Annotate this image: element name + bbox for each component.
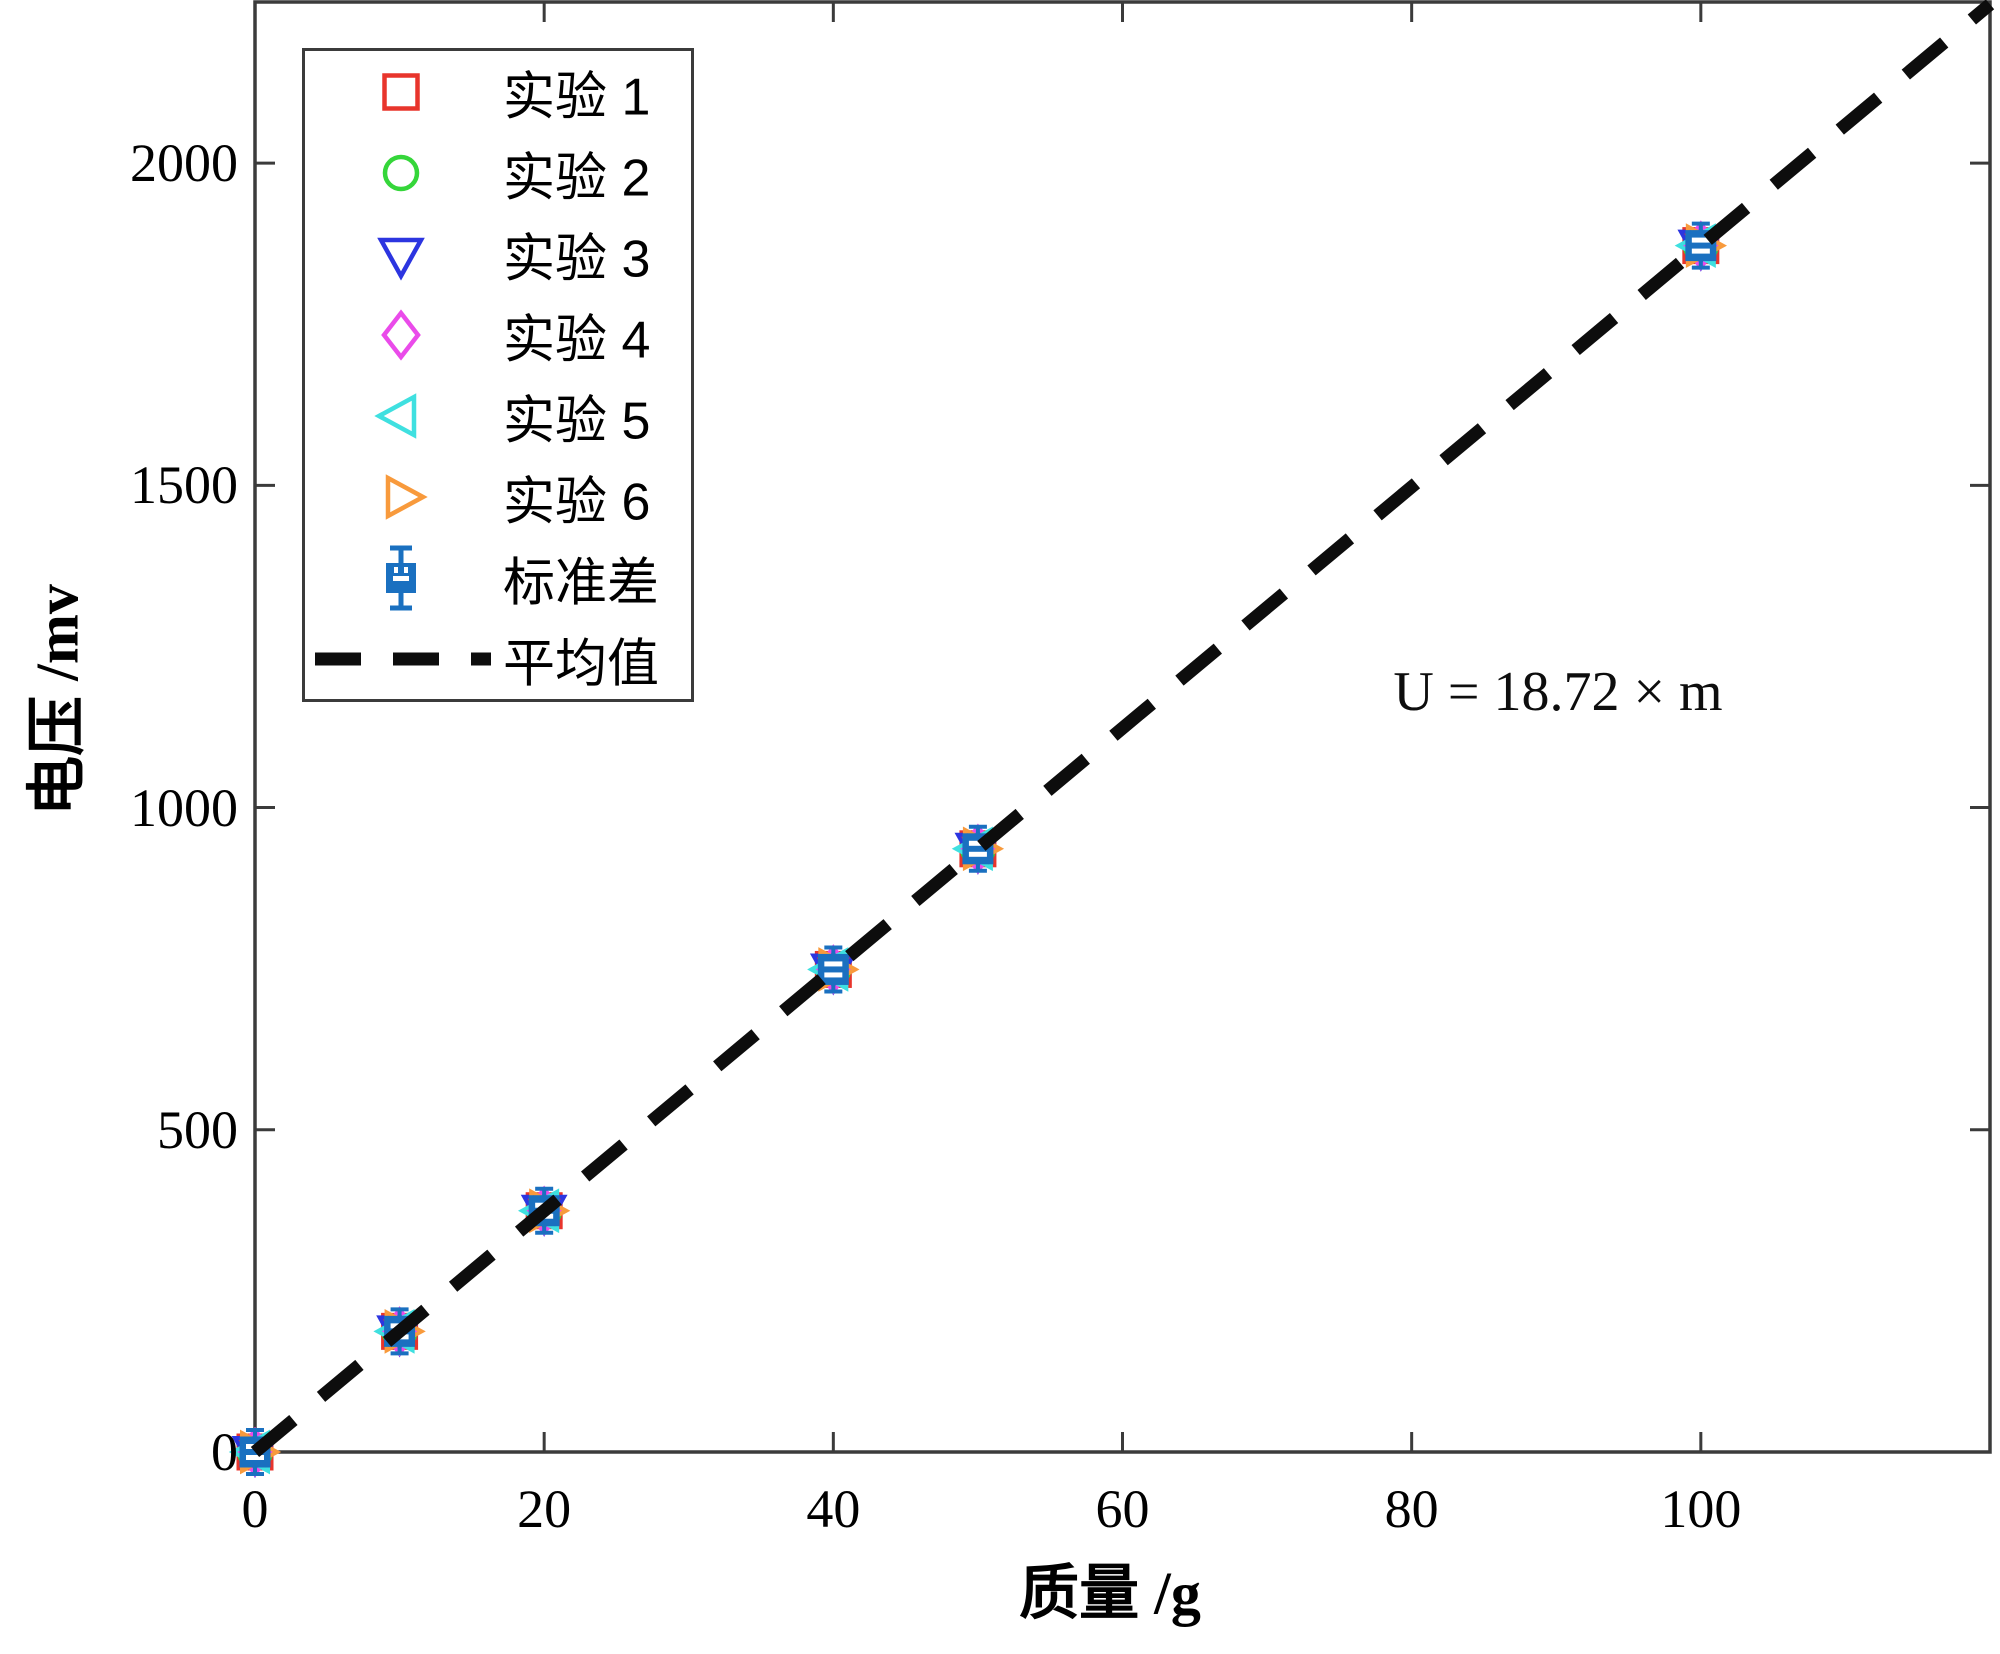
fit-equation-annotation: U = 18.72 × m [1393, 661, 1723, 723]
errorbar-white-dash [246, 1455, 264, 1460]
x-axis-title: 质量 /g [1019, 1560, 1201, 1627]
legend-label: 实验 1 [503, 68, 651, 127]
errorbar-white-dash [824, 961, 843, 967]
legend-glyph [381, 309, 421, 361]
series-marker-square [382, 73, 420, 111]
x-tick-label: 40 [806, 1479, 861, 1539]
legend-label: 实验 6 [503, 473, 651, 532]
legend-glyph [382, 154, 420, 192]
data-point-cluster [1674, 220, 1728, 272]
y-tick-label: 0 [211, 1422, 238, 1482]
y-tick-label: 1000 [130, 777, 238, 838]
x-tick-label: 100 [1660, 1479, 1742, 1539]
data-point-cluster [807, 944, 860, 996]
x-tick-label: 0 [241, 1479, 269, 1539]
y-axis-title: 电压 /mv [24, 584, 91, 816]
x-tick-label: 20 [517, 1479, 572, 1539]
x-tick-label: 60 [1095, 1479, 1150, 1539]
data-point-cluster [951, 823, 1005, 875]
series-marker-circle [382, 154, 420, 192]
legend-entry: 实验 2 [305, 132, 691, 214]
errorbar-white-dash [968, 840, 987, 846]
legend-marker-dashed-line [315, 652, 491, 666]
errorbar-white-slit [394, 567, 398, 573]
series-marker-triangle-down [377, 237, 425, 281]
y-tick-label: 500 [157, 1099, 238, 1160]
legend-entry: 实验 6 [305, 456, 691, 538]
legend-label: 平均值 [503, 635, 660, 694]
legend-marker-circle [382, 154, 420, 192]
errorbar-white-slit [404, 567, 408, 573]
legend-label: 实验 2 [503, 149, 651, 208]
legend-label: 实验 3 [503, 230, 651, 289]
legend-marker-triangle-left [374, 393, 417, 439]
legend-glyph [377, 237, 425, 281]
legend-entry: 实验 1 [305, 51, 691, 133]
legend-glyph [382, 73, 420, 111]
series-marker-triangle-right [385, 474, 428, 520]
errorbar-white-dash [393, 576, 409, 581]
legend-entry: 平均值 [305, 618, 691, 700]
legend-marker-triangle-right [385, 474, 428, 520]
legend-label: 实验 5 [503, 392, 651, 451]
legend-marker-diamond [381, 309, 421, 361]
errorbar-white-dash [824, 972, 843, 978]
errorbar-white-dash [968, 851, 987, 857]
y-tick-label: 2000 [130, 133, 238, 194]
legend-entry: 实验 5 [305, 375, 691, 457]
errorbar-white-dash [1691, 237, 1710, 243]
x-tick-label: 80 [1384, 1479, 1439, 1539]
legend-marker-square [382, 73, 420, 111]
legend-label: 实验 4 [503, 311, 651, 370]
y-tick-label: 1500 [130, 455, 238, 516]
legend-marker-triangle-down [377, 237, 425, 281]
series-marker-triangle-left [374, 393, 417, 439]
errorbar-mean-square [817, 953, 849, 985]
legend-entry: 实验 3 [305, 213, 691, 295]
legend-entry: 实验 4 [305, 294, 691, 376]
mean-fit-dashed-line [250, 0, 1995, 1457]
legend-glyph [374, 393, 417, 439]
legend-box: 实验 1 实验 2 实验 3 实验 4 实验 5 实验 6 标准差平均值 [302, 48, 694, 702]
legend-glyph [386, 545, 416, 611]
legend-glyph [385, 474, 428, 520]
legend-marker-errorbar [386, 545, 416, 611]
legend-label: 标准差 [503, 554, 660, 613]
errorbar-white-dash [1691, 248, 1710, 254]
legend-entry: 标准差 [305, 537, 691, 619]
series-marker-diamond [381, 309, 421, 361]
